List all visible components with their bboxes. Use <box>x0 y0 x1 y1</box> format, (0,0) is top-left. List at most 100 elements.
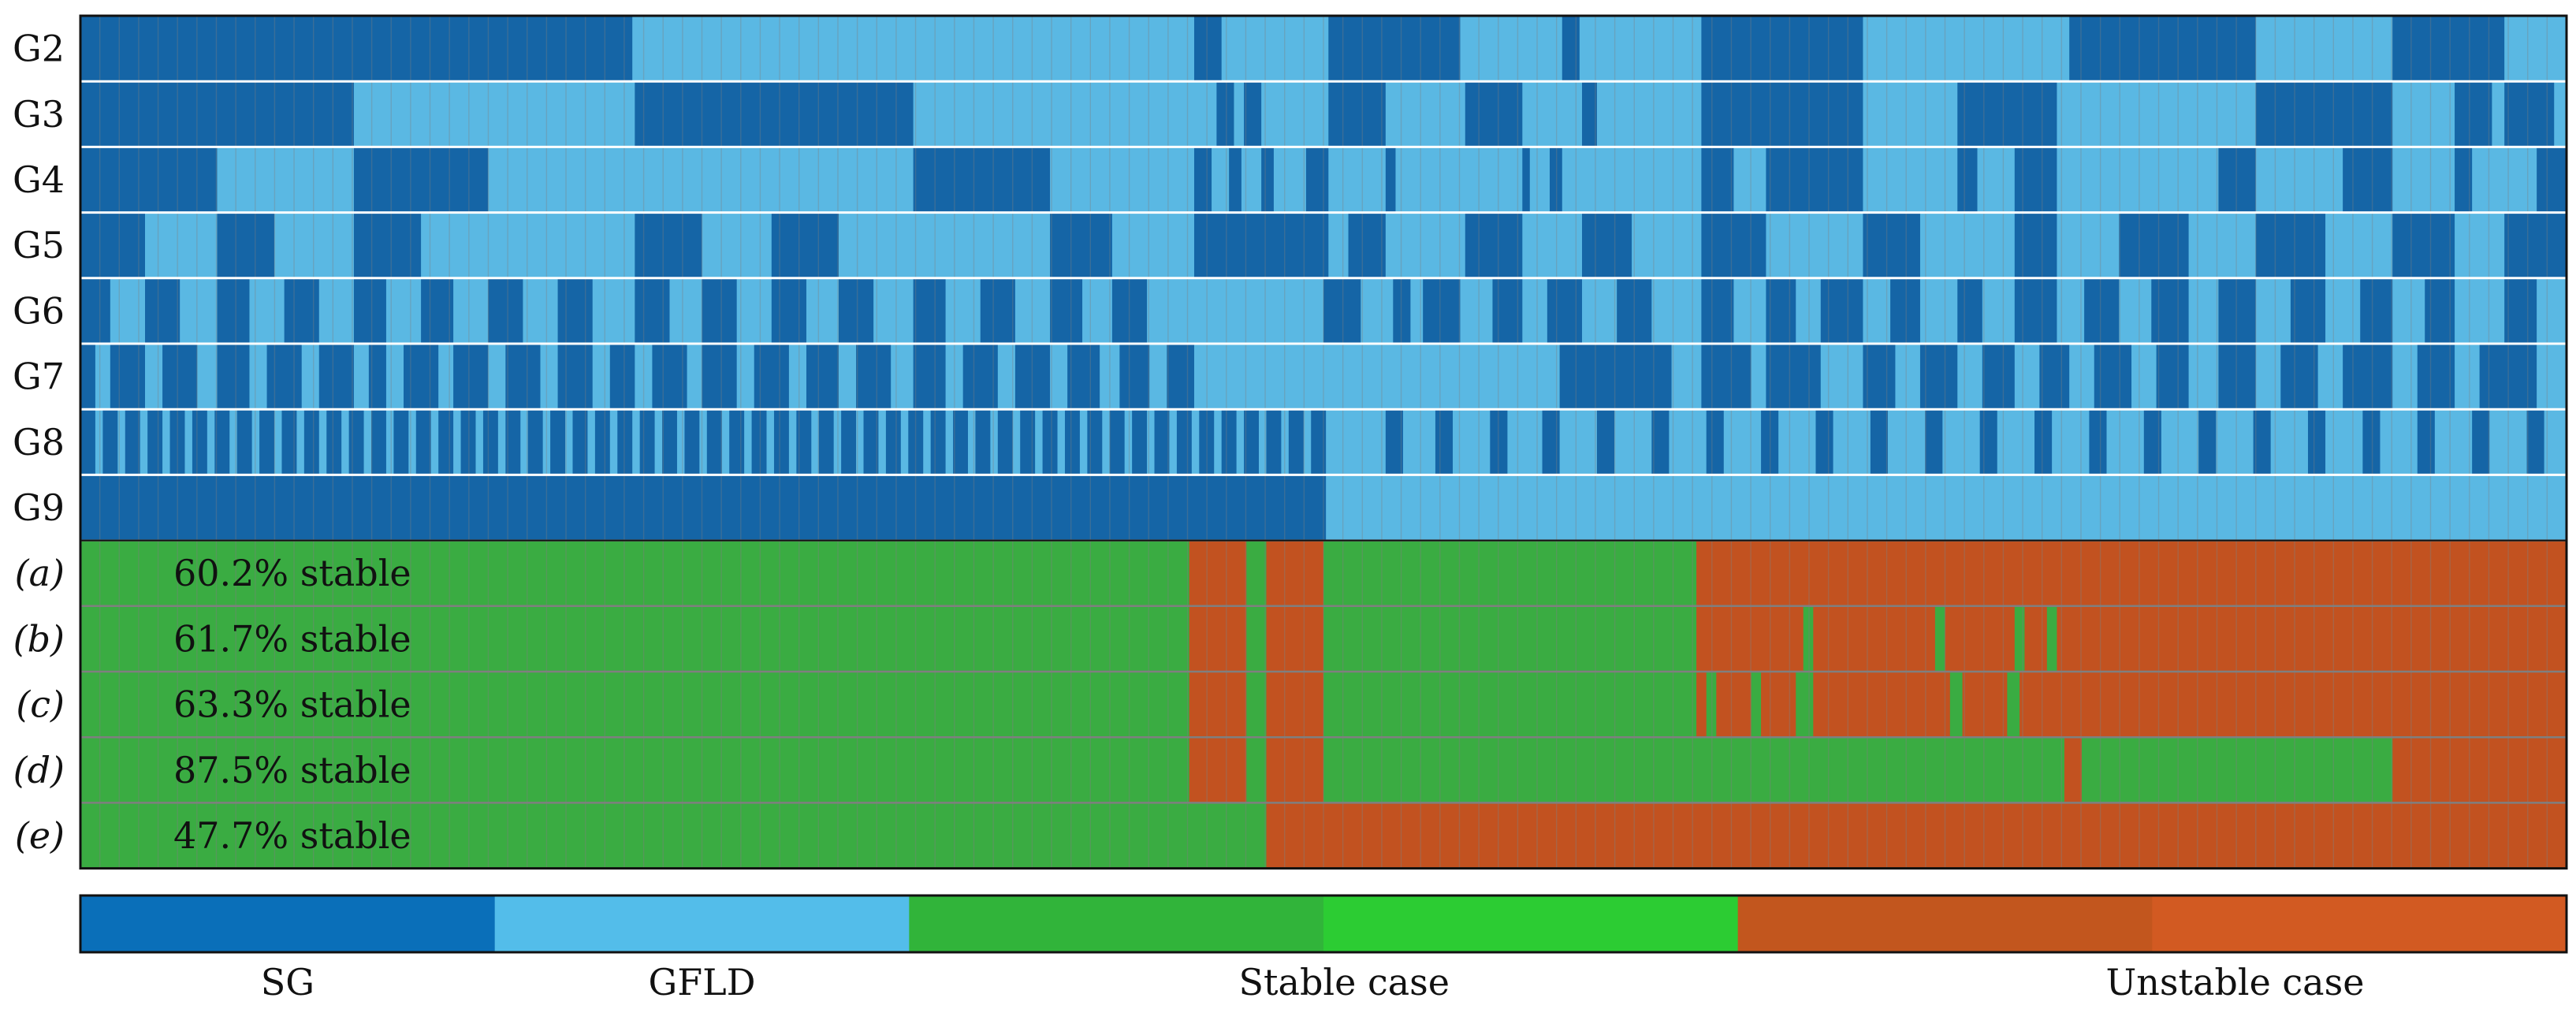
heatmap-cell-run-gfld <box>1723 409 1762 475</box>
heatmap-cell-run-gfld <box>520 409 529 475</box>
heatmap-cell-run-stable <box>1934 605 1946 672</box>
heatmap-cell-run-sg <box>415 409 432 475</box>
heatmap-cell-run-sg <box>162 344 198 410</box>
heatmap-cell-run-gfld <box>1303 409 1312 475</box>
heatmap-cell-run-gfld <box>900 409 909 475</box>
heatmap-cell-run-stable <box>80 605 1190 672</box>
heatmap-cell-run-unstable <box>1266 540 1324 606</box>
heatmap-cell-run-sg <box>1490 409 1508 475</box>
heatmap-cell-run-stable <box>1323 672 1697 738</box>
heatmap-cell-run-stable <box>1246 737 1268 803</box>
heatmap-cell-run-gfld <box>2325 212 2393 278</box>
heatmap-cell-run-unstable <box>2019 672 2567 738</box>
heatmap-cell-run-sg <box>1766 277 1796 344</box>
heatmap-cell-run-gfld <box>2119 277 2152 344</box>
heatmap-cell-run-unstable <box>1696 672 1707 738</box>
heatmap-cell-run-gfld <box>699 409 708 475</box>
heatmap-cell-run-unstable <box>1716 672 1752 738</box>
heatmap-cell-run-gfld <box>1079 409 1088 475</box>
heatmap-cell-run-stable <box>2081 737 2393 803</box>
heatmap-cell-run-sg <box>214 409 230 475</box>
heatmap-cell-run-gfld <box>676 409 686 475</box>
heatmap-cell-run-stable <box>2014 605 2026 672</box>
heatmap-cell-run-gfld <box>296 409 305 475</box>
heatmap-cell-run-sg <box>353 277 387 344</box>
heatmap-cell-run-gfld <box>1632 212 1703 278</box>
heatmap-cell-run-gfld <box>1124 409 1133 475</box>
heatmap-cell-run-sg <box>147 409 163 475</box>
stable-percent-label: 63.3% stable <box>173 683 411 726</box>
heatmap-cell-run-stable <box>1246 540 1268 606</box>
row-label: G5 <box>13 224 65 266</box>
heatmap-cell-run-sg <box>393 409 409 475</box>
heatmap-cell-run-sg <box>594 409 611 475</box>
heatmap-cell-run-sg <box>838 277 874 344</box>
heatmap-cell-run-gfld <box>274 409 283 475</box>
row-label: (e) <box>15 814 65 857</box>
heatmap-cell-run-sg <box>1701 16 1864 82</box>
heatmap-cell-run-gfld <box>95 409 103 475</box>
heatmap-cell-run-sg <box>706 409 723 475</box>
heatmap-cell-run-gfld <box>1281 409 1290 475</box>
heatmap-cell-run-sg <box>125 409 141 475</box>
heatmap-cell-run-sg <box>1020 409 1036 475</box>
heatmap-cell-run-sg <box>1311 409 1327 475</box>
heatmap-cell-run-sg <box>806 344 839 410</box>
heatmap-cell-run-unstable <box>1189 672 1247 738</box>
heatmap-cell-run-gfld <box>2434 409 2473 475</box>
cell-lines <box>99 672 2548 738</box>
heatmap-cell-run-sg <box>2255 81 2393 147</box>
heatmap-cell-run-sg <box>505 344 542 410</box>
heatmap-cell-run-sg <box>557 344 594 410</box>
heatmap-cell-run-gfld <box>1361 277 1394 344</box>
row-label: G3 <box>13 93 65 136</box>
heatmap-cell-run-unstable <box>1761 672 1796 738</box>
heatmap-cell-run-sg <box>110 344 146 410</box>
heatmap-cell-run-sg <box>1132 409 1148 475</box>
heatmap-cell-run-sg <box>841 409 857 475</box>
heatmap-cell-run-unstable <box>1189 605 1247 672</box>
heatmap-cell-run-gfld <box>945 409 954 475</box>
heatmap-cell-run-sg <box>818 409 835 475</box>
heatmap-cell-run-sg <box>2472 409 2490 475</box>
heatmap-row <box>80 605 2567 672</box>
heatmap-cell-run-sg <box>1542 409 1561 475</box>
heatmap-cell-run-gfld <box>2255 147 2343 213</box>
heatmap-cell-run-sg <box>908 409 924 475</box>
heatmap-cell-run-gfld <box>1614 409 1652 475</box>
heatmap-cell-run-gfld <box>2057 212 2120 278</box>
heatmap-cell-run-sg <box>1706 409 1725 475</box>
heatmap-cell-run-sg <box>1167 344 1195 410</box>
cell-lines <box>99 475 2548 541</box>
cell-lines <box>99 212 2548 278</box>
heatmap-cell-run-sg <box>1050 277 1083 344</box>
heatmap-cell-run-sg <box>266 344 303 410</box>
heatmap-cell-run-sg <box>1216 81 1235 147</box>
heatmap-cell-run-sg <box>1820 277 1864 344</box>
heatmap-cell-run-sg <box>353 147 489 213</box>
heatmap-cell-run-sg <box>997 409 1014 475</box>
heatmap-cell-run-sg <box>751 409 768 475</box>
heatmap-cell-run-gfld <box>1596 81 1703 147</box>
heatmap-row <box>80 342 2567 410</box>
heatmap-cell-run-gfld <box>1733 147 1767 213</box>
heatmap-cell-run-sg <box>1957 277 1983 344</box>
heatmap-cell-run-sg <box>326 409 342 475</box>
heatmap-cell-run-gfld <box>1522 277 1548 344</box>
heatmap-cell-run-sg <box>1199 409 1215 475</box>
heatmap-cell-run-gfld <box>833 409 842 475</box>
heatmap-cell-run-sg <box>635 277 671 344</box>
heatmap-cell-run-sg <box>773 409 790 475</box>
heatmap-row <box>80 211 2567 278</box>
heatmap-cell-run-gfld <box>2472 147 2537 213</box>
heatmap-cell-run-gfld <box>1957 344 1983 410</box>
heatmap-cell-run-sg <box>2089 409 2108 475</box>
heatmap-cell-run-stable <box>80 540 1190 606</box>
heatmap-cell-run-gfld <box>736 344 755 410</box>
heatmap-cell-run-sg <box>2094 344 2132 410</box>
heatmap-cell-run-gfld <box>162 409 171 475</box>
heatmap-cell-run-gfld <box>95 344 111 410</box>
heatmap-cell-run-sg <box>2143 409 2162 475</box>
heatmap-cell-run-sg <box>1244 409 1260 475</box>
heatmap-cell-run-gfld <box>1997 409 2035 475</box>
